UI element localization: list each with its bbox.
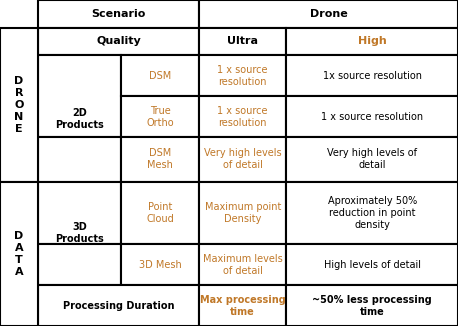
Bar [38, 55, 121, 137]
Text: Scenario: Scenario [91, 9, 146, 19]
Bar [199, 96, 286, 137]
Text: D
R
O
N
E: D R O N E [14, 76, 23, 134]
Text: 3D Mesh: 3D Mesh [139, 260, 182, 270]
Bar [199, 244, 286, 285]
Text: DSM: DSM [149, 71, 171, 81]
Text: High levels of detail: High levels of detail [324, 260, 420, 270]
Text: DSM
Mesh: DSM Mesh [147, 148, 173, 170]
Text: 3D
Products: 3D Products [55, 222, 104, 244]
Text: 1 x source resolution: 1 x source resolution [321, 111, 423, 122]
Bar [199, 285, 286, 326]
Bar [199, 28, 286, 55]
Bar [121, 55, 199, 96]
Text: D
A
T
A: D A T A [14, 231, 23, 277]
Bar [38, 244, 121, 285]
Bar [199, 0, 458, 28]
Bar [286, 28, 458, 55]
Text: Drone: Drone [310, 9, 348, 19]
Bar [38, 285, 199, 326]
Bar [38, 182, 121, 244]
Text: Very high levels
of detail: Very high levels of detail [204, 148, 282, 170]
Text: Very high levels of
detail: Very high levels of detail [327, 148, 417, 170]
Text: Maximum point
Density: Maximum point Density [205, 202, 281, 224]
Bar [121, 182, 199, 244]
Bar [286, 137, 458, 182]
Text: Quality: Quality [96, 37, 141, 47]
Bar [199, 137, 286, 182]
Text: Point
Cloud: Point Cloud [147, 202, 174, 224]
Bar [0, 182, 38, 326]
Text: 1 x source
resolution: 1 x source resolution [218, 106, 268, 127]
Bar [286, 55, 458, 96]
Bar [286, 285, 458, 326]
Text: 2D
Products: 2D Products [55, 108, 104, 129]
Text: Max processing
time: Max processing time [200, 295, 286, 317]
Text: True
Ortho: True Ortho [147, 106, 174, 127]
Bar [38, 137, 121, 182]
Bar [0, 28, 38, 182]
Bar [121, 96, 199, 137]
Text: Ultra: Ultra [227, 37, 258, 47]
Bar [38, 28, 199, 55]
Text: Maximum levels
of detail: Maximum levels of detail [203, 254, 283, 276]
Text: 1 x source
resolution: 1 x source resolution [218, 65, 268, 87]
Bar [121, 244, 199, 285]
Bar [121, 137, 199, 182]
Bar [286, 182, 458, 244]
Text: Aproximately 50%
reduction in point
density: Aproximately 50% reduction in point dens… [327, 196, 417, 230]
Text: High: High [358, 37, 387, 47]
Bar [38, 0, 199, 28]
Text: Processing Duration: Processing Duration [63, 301, 174, 311]
Bar [286, 96, 458, 137]
Bar [286, 244, 458, 285]
Bar [199, 55, 286, 96]
Text: ~50% less processing
time: ~50% less processing time [312, 295, 432, 317]
Text: 1x source resolution: 1x source resolution [322, 71, 422, 81]
Bar [199, 182, 286, 244]
